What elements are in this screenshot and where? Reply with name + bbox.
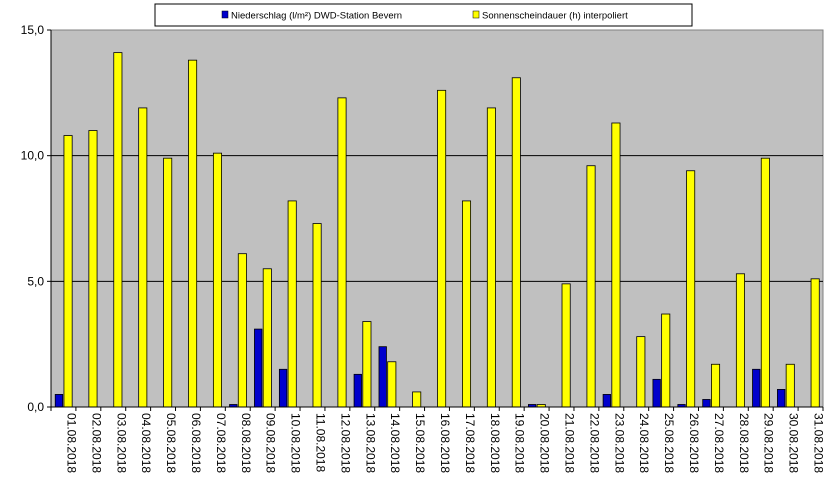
bar-series-1 <box>461 200 472 408</box>
x-tick-label: 07.08.2018 <box>214 413 228 473</box>
bar-series-0 <box>278 368 288 408</box>
legend: Niederschlag (l/m²) DWD-Station Bevern S… <box>154 3 693 27</box>
x-tick-label: 16.08.2018 <box>438 413 452 473</box>
legend-swatch-series-0 <box>221 10 229 19</box>
legend-box <box>154 3 693 27</box>
bar-series-0 <box>602 394 611 408</box>
x-tick-label: 17.08.2018 <box>463 413 477 473</box>
x-tick-label: 28.08.2018 <box>737 413 751 473</box>
x-tick-label: 29.08.2018 <box>762 413 776 473</box>
bar-series-1 <box>785 363 795 408</box>
x-tick-label: 06.08.2018 <box>189 413 203 473</box>
bar-series-1 <box>636 336 646 408</box>
bar-series-1 <box>586 165 596 408</box>
bar-series-1 <box>387 361 397 408</box>
x-tick-label: 24.08.2018 <box>637 413 651 473</box>
x-tick-label: 25.08.2018 <box>662 413 676 473</box>
bar-series-1 <box>212 152 222 408</box>
x-tick-label: 02.08.2018 <box>89 413 103 473</box>
x-tick-label: 21.08.2018 <box>563 413 577 473</box>
bar-series-1 <box>88 130 98 408</box>
bar-series-0 <box>777 389 786 408</box>
x-tick-label: 15.08.2018 <box>413 413 427 473</box>
x-tick-label: 20.08.2018 <box>538 413 552 473</box>
bar-series-1 <box>237 253 247 408</box>
x-tick-label: 01.08.2018 <box>64 413 78 473</box>
legend-label-series-0: Niederschlag (l/m²) DWD-Station Bevern <box>231 11 402 22</box>
bar-series-1 <box>362 321 372 408</box>
y-tick-label: 10,0 <box>21 149 45 163</box>
bar-series-1 <box>661 313 671 408</box>
x-tick-label: 14.08.2018 <box>388 413 402 473</box>
bar-series-1 <box>337 97 347 408</box>
bar-series-1 <box>686 170 696 408</box>
x-tick-label: 23.08.2018 <box>612 413 626 473</box>
bar-series-0 <box>378 346 387 408</box>
bar-series-1 <box>810 278 820 408</box>
bar-series-1 <box>188 59 198 408</box>
x-tick-label: 09.08.2018 <box>264 413 278 473</box>
bar-series-1 <box>437 89 447 408</box>
bar-series-1 <box>711 363 721 408</box>
x-tick-label: 12.08.2018 <box>338 413 352 473</box>
x-tick-label: 30.08.2018 <box>787 413 801 473</box>
x-tick-label: 19.08.2018 <box>513 413 527 473</box>
bar-series-1 <box>312 223 322 408</box>
bar-series-1 <box>262 268 272 408</box>
x-tick-label: 13.08.2018 <box>363 413 377 473</box>
bar-series-1 <box>287 200 297 408</box>
bar-series-1 <box>63 135 73 408</box>
x-tick-label: 03.08.2018 <box>114 413 128 473</box>
y-tick-label: 15,0 <box>21 23 45 37</box>
bar-series-0 <box>254 328 263 408</box>
x-tick-labels: 01.08.2018 02.08.2018 03.08.2018 04.08.2018… <box>50 407 826 473</box>
legend-swatch-series-1 <box>472 10 480 19</box>
bar-series-1 <box>760 157 770 408</box>
axes <box>50 30 823 408</box>
x-tick-label: 22.08.2018 <box>587 413 601 473</box>
bar-series-1 <box>138 107 148 408</box>
bar-series-1 <box>412 391 422 408</box>
x-tick-label: 08.08.2018 <box>239 413 253 473</box>
legend-label-series-1: Sonnenscheindauer (h) interpoliert <box>482 11 628 22</box>
bar-series-1 <box>163 157 173 408</box>
bar-series-0 <box>702 399 711 408</box>
y-tick-labels: 0,0 5,0 10,0 15,0 <box>21 23 51 414</box>
x-tick-label: 27.08.2018 <box>712 413 726 473</box>
x-tick-label: 26.08.2018 <box>687 413 701 473</box>
x-tick-label: 04.08.2018 <box>139 413 153 473</box>
y-tick-label: 5,0 <box>27 274 44 288</box>
x-tick-label: 11.08.2018 <box>313 413 327 472</box>
x-tick-label: 31.08.2018 <box>812 413 826 473</box>
x-tick-label: 10.08.2018 <box>289 413 303 473</box>
x-tick-label: 05.08.2018 <box>164 413 178 473</box>
bar-series-1 <box>511 77 521 408</box>
bar-series-0 <box>752 368 761 408</box>
bar-series-1 <box>486 107 496 408</box>
bar-series-1 <box>611 122 621 408</box>
bar-series-0 <box>652 378 661 408</box>
x-tick-label: 18.08.2018 <box>488 413 502 473</box>
bar-series-0 <box>353 373 362 408</box>
bar-series-1 <box>113 52 123 408</box>
y-tick-label: 0,0 <box>27 400 44 414</box>
bars <box>54 52 820 408</box>
bar-series-0 <box>54 394 64 408</box>
bar-series-1 <box>735 273 745 408</box>
bar-series-1 <box>561 283 571 408</box>
